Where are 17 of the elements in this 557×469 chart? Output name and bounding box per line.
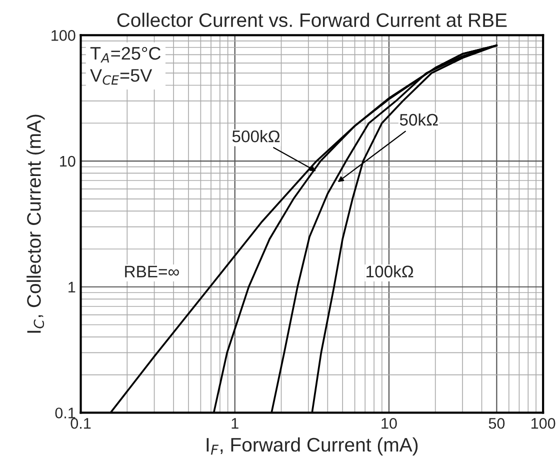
y-tick-label: 100 xyxy=(52,30,76,41)
x-tick-label: 0.1 xyxy=(70,418,91,429)
x-tick-label: 1 xyxy=(232,418,238,429)
chart-title: Collector Current vs. Forward Current at RBE xyxy=(117,12,507,28)
y-tick-label: 10 xyxy=(60,156,76,167)
y-axis-title: I$_{C}$, Collector Current (mA) xyxy=(26,114,45,333)
y-tick-label: 1 xyxy=(68,282,76,292)
x-tick-label: 50 xyxy=(488,418,505,429)
x-axis-title: I$_{F}$, Forward Current (mA) xyxy=(206,437,418,456)
annotation: RBE=∞ xyxy=(125,266,179,278)
annotation: 500kΩ xyxy=(232,130,280,142)
y-tick-label: 0.1 xyxy=(55,408,76,418)
annotation: 100kΩ xyxy=(366,265,414,278)
annotation: 50kΩ xyxy=(400,113,438,126)
x-tick-label: 10 xyxy=(382,418,397,429)
x-tick-label: 100 xyxy=(531,418,556,429)
annotation: T$_{A}$=25°C V$_{CE}$=5V xyxy=(90,46,161,85)
